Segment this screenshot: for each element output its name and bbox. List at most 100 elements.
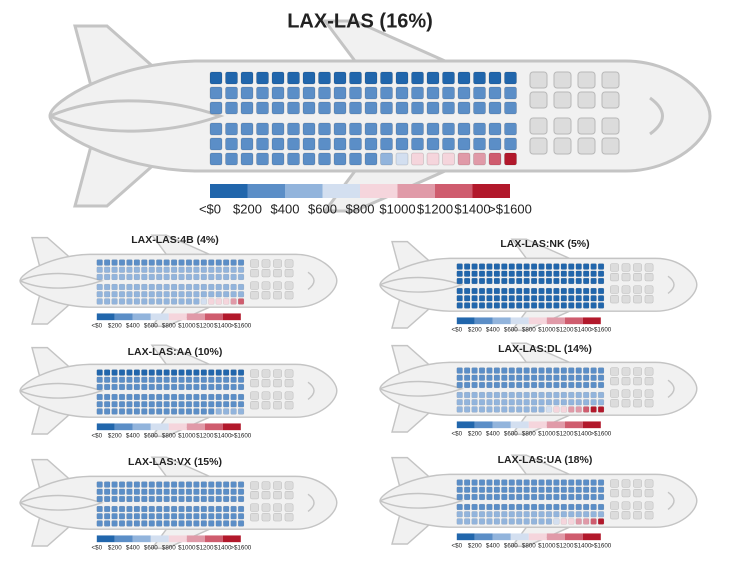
legend-label: <$0: [452, 431, 463, 438]
seat: [104, 369, 111, 376]
seat: [126, 401, 133, 408]
seat: [178, 369, 185, 376]
seat: [553, 493, 560, 501]
seat: [178, 513, 185, 520]
seat: [575, 399, 582, 406]
seat: [545, 263, 553, 270]
seat: [575, 381, 582, 389]
plane: <$0 $200 $400 $600 $800 $1000 $1200 $1400>$1600: [379, 342, 698, 438]
seat: [501, 391, 508, 399]
first-class-seat: [284, 291, 294, 300]
seat: [486, 406, 493, 413]
seat: [193, 376, 200, 383]
seat: [223, 383, 230, 391]
seat: [568, 287, 575, 295]
seat: [185, 273, 193, 281]
seat: [215, 393, 222, 401]
seat: [223, 505, 230, 513]
first-class-seat: [644, 377, 654, 386]
legend-label: $800: [522, 327, 536, 334]
seat: [163, 376, 170, 383]
seat: [185, 369, 193, 376]
seat: [302, 122, 316, 136]
seat: [156, 393, 163, 401]
seat: [200, 376, 207, 383]
seat: [545, 270, 553, 277]
plane-title: LAX-LAS:VX (15%): [128, 456, 222, 468]
seat: [96, 298, 103, 305]
first-class-seat: [577, 117, 596, 135]
first-class-seat: [610, 295, 619, 304]
seat: [118, 298, 126, 305]
seat: [230, 408, 237, 415]
legend-swatch: [150, 423, 169, 431]
seat: [508, 391, 515, 399]
seat: [553, 295, 560, 302]
seat: [538, 493, 545, 501]
seat: [148, 298, 155, 305]
seat: [575, 406, 582, 413]
seat: [200, 488, 207, 495]
seat: [237, 273, 245, 281]
seat: [504, 86, 517, 100]
seat: [96, 393, 103, 401]
first-class-seat: [273, 379, 282, 388]
seat: [171, 291, 178, 298]
first-class-seat: [633, 295, 642, 304]
seat: [583, 493, 590, 501]
first-class-seat: [273, 259, 282, 268]
plane-title: LAX-LAS (16%): [287, 10, 433, 32]
seat: [141, 513, 148, 520]
seat: [523, 270, 530, 277]
seat: [193, 513, 200, 520]
seat: [237, 488, 245, 495]
seat: [223, 298, 230, 305]
seat: [508, 287, 515, 295]
seat: [442, 86, 455, 100]
seat: [156, 505, 163, 513]
seat: [568, 503, 575, 511]
seat: [508, 399, 515, 406]
seat: [457, 152, 471, 166]
seat: [230, 513, 237, 520]
seat: [538, 374, 545, 381]
seat: [575, 295, 582, 302]
seat: [456, 287, 463, 295]
first-class-seat: [610, 389, 619, 398]
seat: [364, 101, 378, 115]
seat: [583, 399, 590, 406]
seat: [118, 520, 126, 527]
first-class-seat: [284, 491, 294, 500]
seat: [171, 408, 178, 415]
seat: [118, 283, 126, 291]
first-class-seat: [601, 91, 620, 109]
seat: [185, 266, 193, 273]
plane: <$0 $200 $400 $600 $800 $1000 $1200 $1400>$1600: [379, 238, 698, 334]
first-class-seat: [621, 399, 631, 408]
seat: [560, 277, 567, 285]
legend-label: $800: [162, 323, 176, 330]
seat: [215, 283, 222, 291]
seat: [118, 259, 126, 266]
seat: [568, 381, 575, 389]
legend-swatch: [114, 423, 133, 431]
seat: [568, 295, 575, 302]
seat: [256, 152, 269, 166]
seat: [560, 503, 567, 511]
seat: [538, 399, 545, 406]
seat: [208, 505, 215, 513]
seat: [590, 511, 597, 518]
seat: [516, 287, 523, 295]
legend-swatch: [132, 313, 151, 321]
legend-swatch: [186, 313, 205, 321]
seat: [208, 393, 215, 401]
seat: [426, 86, 440, 100]
seat: [118, 513, 126, 520]
seat: [575, 493, 582, 501]
seat: [240, 137, 254, 151]
seat: [96, 369, 103, 376]
seat: [118, 266, 126, 273]
seat: [457, 71, 471, 85]
seat: [104, 481, 111, 488]
first-class-seat: [610, 367, 619, 376]
